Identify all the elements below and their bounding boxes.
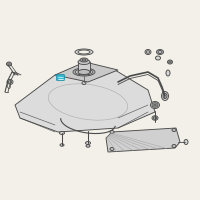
Ellipse shape (110, 148, 114, 150)
FancyBboxPatch shape (57, 75, 64, 80)
Polygon shape (15, 70, 155, 132)
Ellipse shape (110, 130, 114, 134)
Ellipse shape (78, 60, 90, 64)
Ellipse shape (172, 144, 176, 148)
Polygon shape (106, 128, 180, 152)
Ellipse shape (152, 116, 158, 120)
Ellipse shape (146, 51, 150, 53)
Ellipse shape (8, 84, 10, 88)
Ellipse shape (156, 56, 160, 60)
Ellipse shape (168, 60, 172, 64)
Ellipse shape (169, 61, 171, 63)
Ellipse shape (172, 129, 176, 132)
Ellipse shape (75, 69, 93, 75)
Ellipse shape (184, 140, 188, 144)
Polygon shape (55, 62, 118, 82)
Ellipse shape (73, 68, 95, 76)
Ellipse shape (166, 70, 170, 76)
Ellipse shape (162, 92, 168, 100)
Ellipse shape (60, 132, 64, 134)
Ellipse shape (75, 49, 93, 55)
Ellipse shape (86, 142, 90, 144)
Ellipse shape (78, 70, 90, 74)
Ellipse shape (60, 144, 64, 146)
Ellipse shape (158, 50, 162, 53)
Ellipse shape (152, 103, 158, 107)
Ellipse shape (8, 63, 10, 65)
Ellipse shape (80, 58, 88, 62)
Ellipse shape (154, 117, 156, 119)
Ellipse shape (78, 50, 90, 54)
Ellipse shape (145, 49, 151, 54)
Ellipse shape (6, 62, 12, 66)
Ellipse shape (82, 82, 86, 84)
Ellipse shape (163, 94, 167, 98)
Polygon shape (78, 62, 90, 72)
Ellipse shape (154, 104, 156, 106)
Ellipse shape (8, 81, 12, 83)
Ellipse shape (82, 59, 86, 61)
Ellipse shape (86, 145, 90, 147)
Ellipse shape (151, 102, 160, 108)
Ellipse shape (7, 79, 13, 84)
Ellipse shape (156, 49, 164, 54)
